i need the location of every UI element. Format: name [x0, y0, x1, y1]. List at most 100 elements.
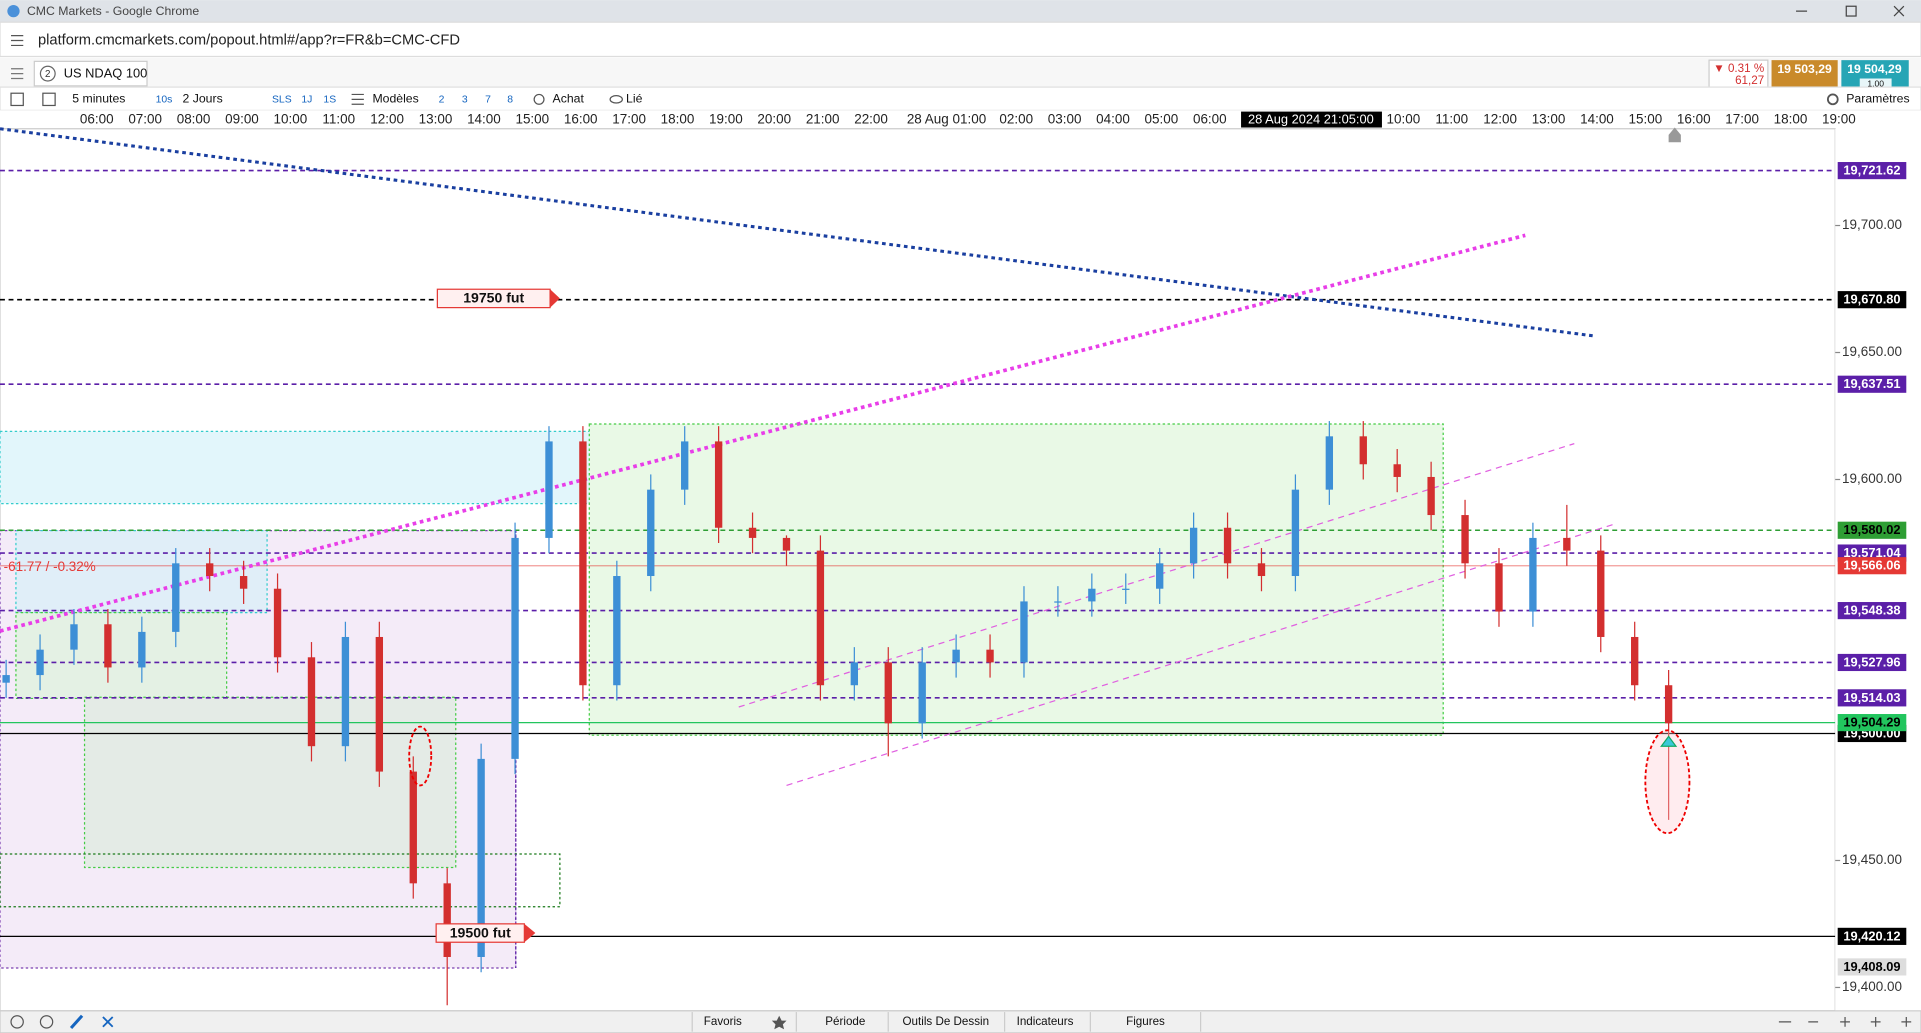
- x-tick-label: 28 Aug 01:00: [907, 112, 986, 127]
- candle-body: [443, 883, 451, 957]
- sell-button[interactable]: [1771, 60, 1838, 88]
- layout-option[interactable]: 3: [462, 95, 468, 106]
- maximize-button[interactable]: [1845, 5, 1857, 17]
- candle-body: [375, 636, 384, 772]
- templates-icon[interactable]: [351, 93, 364, 105]
- level-label-box: [1837, 162, 1907, 180]
- y-tick-label: 19,600.00: [1842, 471, 1902, 486]
- site-info-icon[interactable]: [11, 35, 24, 47]
- candle-body: [545, 441, 553, 538]
- x-tick-label: 17:00: [612, 112, 646, 127]
- address-bar[interactable]: [0, 21, 1921, 58]
- candle-body: [613, 576, 621, 686]
- level-label: 19,670.80: [1843, 292, 1900, 307]
- x-tick-label: 13:00: [1532, 112, 1566, 127]
- candle-body: [1020, 601, 1028, 663]
- candle-body: [1122, 588, 1130, 590]
- level-label: 19,527.96: [1843, 654, 1900, 669]
- instrument-name[interactable]: US NDAQ 100: [64, 66, 148, 81]
- candle-body: [409, 771, 417, 884]
- interval[interactable]: 5 minutes: [72, 92, 125, 106]
- url[interactable]: platform.cmcmarkets.com/popout.html#/app…: [38, 32, 460, 48]
- tick-interval[interactable]: 10s: [156, 95, 173, 106]
- layout-option[interactable]: 8: [507, 95, 513, 106]
- swap-icon[interactable]: [102, 1016, 114, 1028]
- layout-option[interactable]: 7: [485, 95, 491, 106]
- footer-tab[interactable]: Figures: [1126, 1015, 1165, 1028]
- layout-option[interactable]: 2: [439, 95, 445, 106]
- candle-body: [1529, 537, 1537, 612]
- x-tick-label: 19:00: [709, 112, 743, 127]
- hide-icon[interactable]: [39, 1015, 54, 1029]
- footer-tab[interactable]: Indicateurs: [1017, 1015, 1074, 1028]
- crosshair-time: 28 Aug 2024 21:05:00: [1248, 112, 1374, 127]
- tag-arrow: [524, 923, 536, 943]
- x-tick-label: 14:00: [467, 112, 501, 127]
- draw-icon[interactable]: [69, 1014, 84, 1030]
- candle-body: [714, 441, 723, 528]
- zone-box: [83, 696, 457, 869]
- level-label-box: [1837, 653, 1907, 672]
- x-tick-label: 22:00: [854, 112, 888, 127]
- sell-price[interactable]: 19 503,29: [1777, 62, 1832, 76]
- candle-body: [1563, 537, 1571, 551]
- link-icon[interactable]: [609, 95, 623, 104]
- candle-body: [884, 662, 892, 724]
- x-tick-label: 16:00: [564, 112, 598, 127]
- buy-icon[interactable]: [533, 93, 545, 105]
- footer-tab[interactable]: Favoris: [704, 1015, 742, 1028]
- size-box[interactable]: [1859, 78, 1892, 89]
- x-tick-label: 13:00: [419, 112, 453, 127]
- refresh-icon[interactable]: [10, 1015, 24, 1029]
- channel-line: [786, 522, 1618, 786]
- candle-body: [104, 624, 112, 668]
- footer-tab[interactable]: Outils De Dessin: [903, 1015, 990, 1028]
- candle-body: [477, 758, 485, 957]
- menu-icon[interactable]: [11, 68, 24, 80]
- range[interactable]: 2 Jours: [183, 92, 223, 106]
- candle-body: [1427, 476, 1435, 516]
- preset[interactable]: SLS: [272, 95, 292, 106]
- buy-link[interactable]: Achat: [553, 92, 585, 106]
- x-tick-label: 20:00: [757, 112, 791, 127]
- linked[interactable]: Lié: [626, 92, 643, 106]
- scroll-marker[interactable]: [1668, 127, 1681, 143]
- x-tick-label: 10:00: [273, 112, 307, 127]
- templates[interactable]: Modèles: [372, 92, 418, 106]
- x-tick-label: 11:00: [1435, 112, 1468, 127]
- list-icon[interactable]: [10, 92, 24, 107]
- trade-size[interactable]: 1.00: [1867, 78, 1884, 88]
- change-pct: ▼ 0.31 %: [1713, 62, 1764, 75]
- settings-icon[interactable]: [1826, 93, 1839, 106]
- preset[interactable]: 1J: [301, 95, 312, 106]
- candle-body: [1325, 436, 1334, 490]
- zoom-controls[interactable]: [1778, 1016, 1912, 1027]
- close-button[interactable]: [1893, 5, 1905, 17]
- candle-body: [782, 537, 791, 551]
- change: 61,27: [1735, 74, 1764, 87]
- candle-body: [1189, 527, 1198, 564]
- preset[interactable]: 1S: [323, 95, 336, 106]
- candle-body: [36, 649, 44, 676]
- buy-price[interactable]: 19 504,29: [1847, 62, 1902, 76]
- tab-number: 2: [45, 69, 50, 80]
- footer-tabs: Favoris Période Outils De Dessin Indicateur…: [691, 1012, 1202, 1032]
- x-tick-label: 09:00: [225, 112, 259, 127]
- layout-icon[interactable]: [42, 92, 56, 107]
- candle-body: [1664, 685, 1673, 724]
- instrument-tab[interactable]: [33, 60, 148, 87]
- settings[interactable]: Paramètres: [1846, 92, 1909, 106]
- y-tick-label: 19,400.00: [1842, 979, 1902, 994]
- y-tick-label: 19,450.00: [1842, 852, 1902, 867]
- footer-tab[interactable]: Période: [825, 1015, 865, 1028]
- candle-body: [1597, 550, 1605, 637]
- level-label: 19,721.62: [1843, 163, 1900, 178]
- tag-label: 19750 fut: [463, 290, 524, 306]
- x-tick-label: 15:00: [515, 112, 549, 127]
- plot-area: [0, 128, 1836, 1012]
- x-tick-label: 17:00: [1725, 112, 1759, 127]
- candle-body: [1088, 588, 1096, 602]
- candle-body: [816, 550, 825, 686]
- favorite-star[interactable]: [771, 1015, 787, 1030]
- candle-body: [511, 537, 519, 759]
